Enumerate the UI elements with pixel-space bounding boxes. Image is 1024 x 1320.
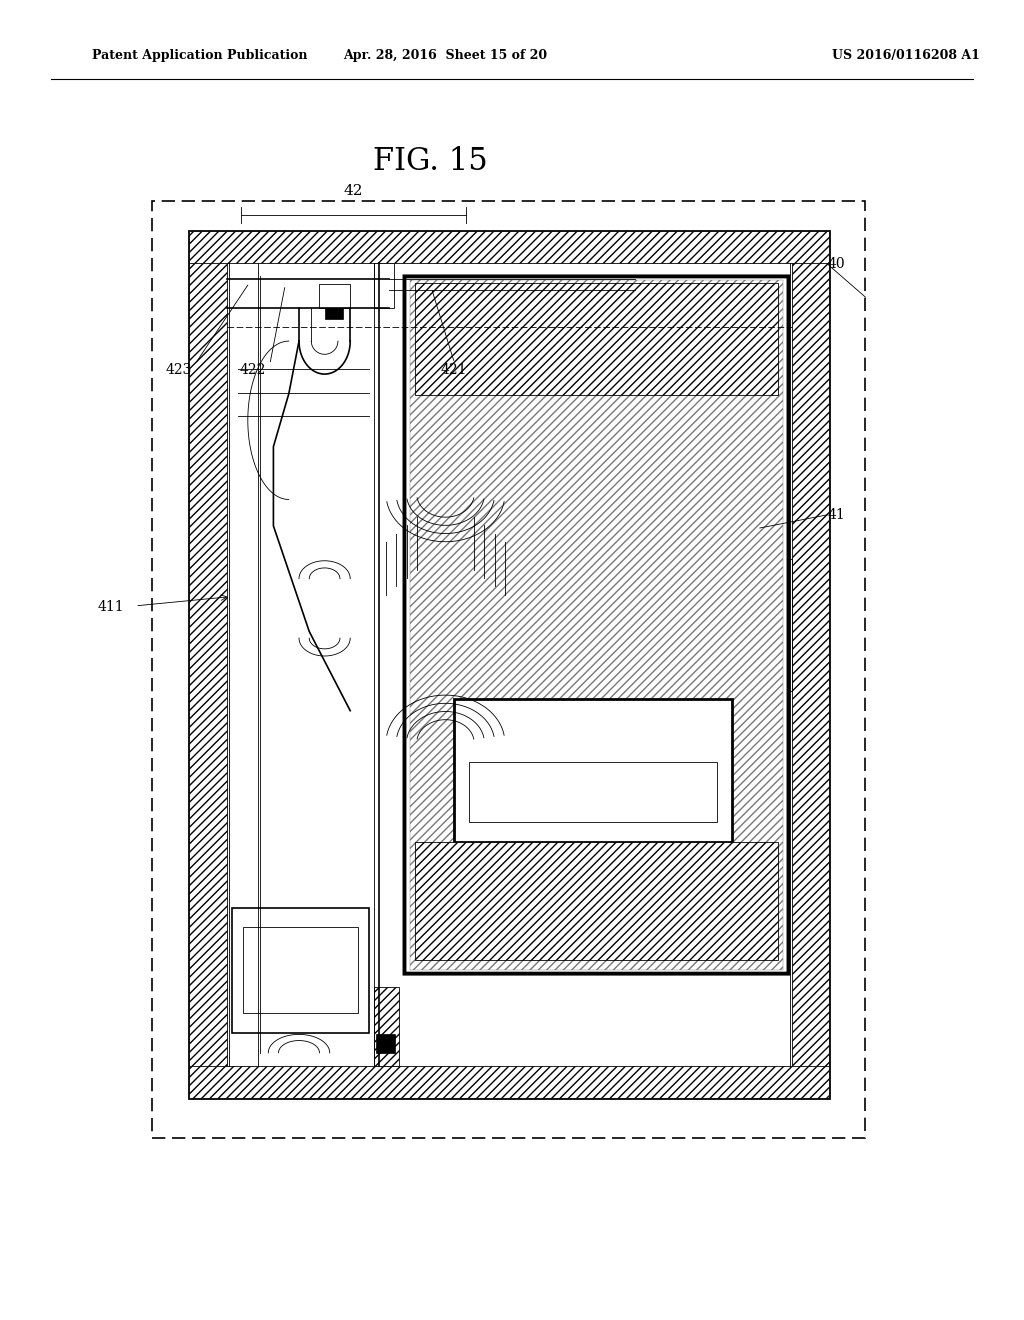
Bar bbox=[377, 1035, 395, 1053]
Text: Patent Application Publication: Patent Application Publication bbox=[92, 49, 307, 62]
Bar bbox=[189, 231, 227, 1098]
Bar bbox=[152, 201, 865, 1138]
Bar bbox=[415, 282, 778, 395]
Bar bbox=[469, 763, 717, 822]
Bar bbox=[792, 231, 829, 1098]
Text: 421: 421 bbox=[440, 363, 467, 376]
Text: 42: 42 bbox=[343, 185, 364, 198]
Bar bbox=[325, 300, 343, 318]
Text: FIG. 15: FIG. 15 bbox=[373, 145, 487, 177]
Text: 411: 411 bbox=[97, 601, 124, 614]
Bar bbox=[243, 928, 358, 1014]
Text: 40: 40 bbox=[827, 257, 845, 271]
Bar bbox=[189, 231, 829, 1098]
Text: US 2016/0116208 A1: US 2016/0116208 A1 bbox=[833, 49, 980, 62]
Bar bbox=[189, 1067, 829, 1098]
Bar bbox=[410, 280, 783, 970]
FancyBboxPatch shape bbox=[404, 276, 788, 974]
Bar bbox=[374, 263, 394, 308]
Bar bbox=[374, 987, 399, 1067]
Text: 41: 41 bbox=[827, 508, 845, 521]
Text: 423: 423 bbox=[166, 363, 193, 376]
Text: 422: 422 bbox=[240, 363, 266, 376]
Bar bbox=[189, 231, 227, 1098]
Bar bbox=[189, 231, 829, 263]
Bar bbox=[232, 908, 369, 1034]
Bar bbox=[454, 698, 732, 842]
Text: Apr. 28, 2016  Sheet 15 of 20: Apr. 28, 2016 Sheet 15 of 20 bbox=[343, 49, 548, 62]
Bar bbox=[319, 284, 350, 308]
Bar bbox=[415, 842, 778, 961]
